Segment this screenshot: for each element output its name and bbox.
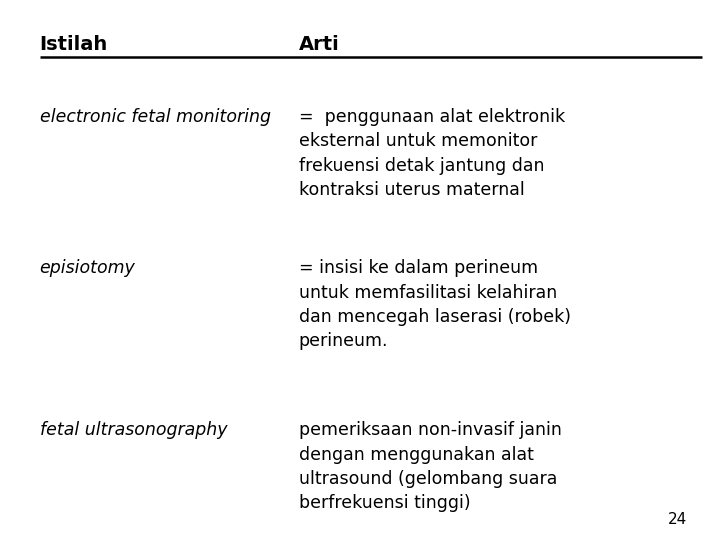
Text: Arti: Arti	[299, 35, 340, 54]
Text: electronic fetal monitoring: electronic fetal monitoring	[40, 108, 271, 126]
Text: fetal ultrasonography: fetal ultrasonography	[40, 421, 227, 439]
Text: episiotomy: episiotomy	[40, 259, 135, 277]
Text: pemeriksaan non-invasif janin
dengan menggunakan alat
ultrasound (gelombang suar: pemeriksaan non-invasif janin dengan men…	[299, 421, 562, 512]
Text: 24: 24	[668, 511, 688, 526]
Text: = insisi ke dalam perineum
untuk memfasilitasi kelahiran
dan mencegah laserasi (: = insisi ke dalam perineum untuk memfasi…	[299, 259, 571, 350]
Text: Istilah: Istilah	[40, 35, 108, 54]
Text: =  penggunaan alat elektronik
eksternal untuk memonitor
frekuensi detak jantung : = penggunaan alat elektronik eksternal u…	[299, 108, 565, 199]
